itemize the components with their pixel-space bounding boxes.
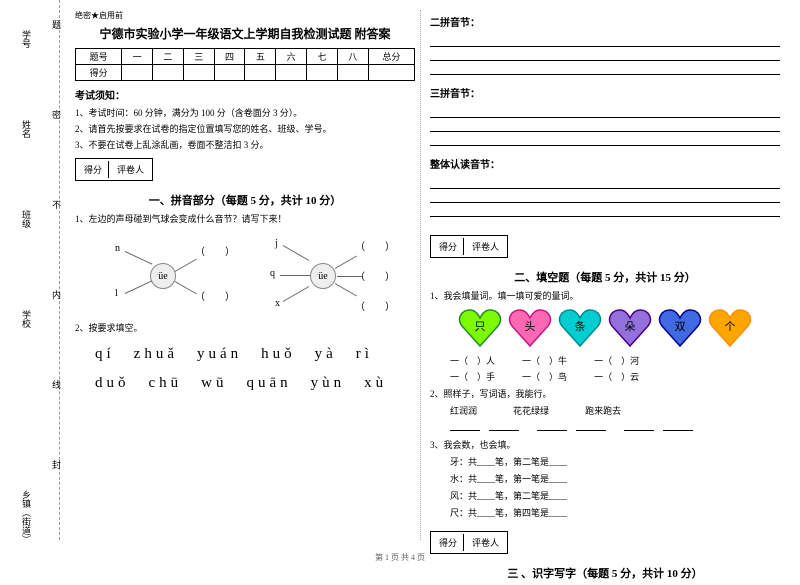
- stroke-item[interactable]: 尺：共____笔，第四笔是____: [450, 506, 780, 519]
- stroke-item[interactable]: 风：共____笔，第二笔是____: [450, 489, 780, 502]
- seal-mark: 不: [50, 200, 63, 209]
- left-column: 绝密★启用前 宁德市实验小学一年级语文上学期自我检测试题 附答案 题号 一 二 …: [75, 10, 415, 396]
- node-label: j: [275, 238, 278, 249]
- seal-mark: 密: [50, 110, 63, 119]
- heart-icon: 只: [458, 308, 502, 348]
- node-label: q: [270, 268, 275, 279]
- binding-label: 乡镇（街道）: [20, 490, 33, 540]
- node-label: n: [115, 243, 120, 254]
- blank-paren[interactable]: （ ）: [195, 288, 235, 303]
- heart-icon: 个: [708, 308, 752, 348]
- node-label: l: [115, 288, 118, 299]
- heart-icon: 头: [508, 308, 552, 348]
- exam-rule: 3、不要在试卷上乱涂乱画，卷面不整洁扣 3 分。: [75, 138, 415, 151]
- answer-lines[interactable]: [430, 33, 780, 75]
- notice-title: 考试须知：: [75, 87, 415, 102]
- pinyin-diagram: üe n l （ ） （ ） üe j q x （ ） （ ） （ ）: [75, 233, 415, 313]
- page-footer: 第 1 页 共 4 页: [0, 552, 800, 563]
- stroke-item[interactable]: 水：共____笔，第一笔是____: [450, 472, 780, 485]
- seal-mark: 线: [50, 380, 63, 389]
- fill-blanks[interactable]: [450, 421, 780, 434]
- grade-box: 得分 评卷人: [430, 235, 508, 258]
- question-text: 3、我会数，也会填。: [430, 438, 780, 451]
- section-3-title: 三 、识字写字（每题 5 分，共计 10 分）: [430, 565, 780, 581]
- heart-icon: 条: [558, 308, 602, 348]
- heart-icon: 朵: [608, 308, 652, 348]
- blank-paren[interactable]: （ ）: [195, 243, 235, 258]
- grade-box: 得分 评卷人: [430, 531, 508, 554]
- blank-paren[interactable]: （ ）: [355, 298, 395, 313]
- node-label: x: [275, 298, 280, 309]
- word-examples: 红润润 花花绿绿 跑来跑去: [450, 404, 780, 417]
- section-1-title: 一、拼音部分（每题 5 分，共计 10 分）: [75, 192, 415, 208]
- question-text: 1、左边的声母碰到气球会变成什么音节？请写下来！: [75, 212, 415, 225]
- question-text: 2、照样子，写词语，我能行。: [430, 387, 780, 400]
- question-text: 1、我会填量词。填一填可爱的量词。: [430, 289, 780, 302]
- binding-label: 姓名: [20, 120, 33, 138]
- fill-row[interactable]: 一（ ）人 一（ ）牛 一（ ）河: [450, 354, 780, 367]
- answer-lines[interactable]: [430, 104, 780, 146]
- sub-heading: 二拼音节：: [430, 14, 780, 29]
- seal-mark: 内: [50, 290, 63, 299]
- pinyin-row: duǒ chū wū quān yùn xù: [95, 371, 415, 392]
- table-row: 题号 一 二 三 四 五 六 七 八 总分: [76, 49, 415, 65]
- binding-label: 学校: [20, 310, 33, 328]
- seal-mark: 封: [50, 460, 63, 469]
- stroke-item[interactable]: 牙：共____笔，第二笔是____: [450, 455, 780, 468]
- binding-label: 学号: [20, 30, 33, 48]
- score-table: 题号 一 二 三 四 五 六 七 八 总分 得分: [75, 48, 415, 81]
- blank-paren[interactable]: （ ）: [355, 238, 395, 253]
- question-text: 2、按要求填空。: [75, 321, 415, 334]
- table-row: 得分: [76, 65, 415, 81]
- heart-icon: 双: [658, 308, 702, 348]
- column-divider: [420, 10, 421, 540]
- sub-heading: 整体认读音节：: [430, 156, 780, 171]
- seal-mark: 题: [50, 20, 63, 29]
- exam-rule: 1、考试时间：60 分钟，满分为 100 分（含卷面分 3 分）。: [75, 106, 415, 119]
- exam-rule: 2、请首先按要求在试卷的指定位置填写您的姓名、班级、学号。: [75, 122, 415, 135]
- fill-row[interactable]: 一（ ）手 一（ ）鸟 一（ ）云: [450, 370, 780, 383]
- section-2-title: 二、填空题（每题 5 分，共计 15 分）: [430, 269, 780, 285]
- exam-title: 宁德市实验小学一年级语文上学期自我检测试题 附答案: [75, 25, 415, 42]
- confidential-note: 绝密★启用前: [75, 10, 415, 21]
- node-center: üe: [150, 263, 176, 289]
- grade-box: 得分 评卷人: [75, 158, 153, 181]
- answer-lines[interactable]: [430, 175, 780, 217]
- binding-margin: 学号 姓名 班级 学校 乡镇（街道） 题 密 不 内 线 封: [0, 0, 60, 540]
- right-column: 二拼音节： 三拼音节： 整体认读音节： 得分 评卷人 二、填空题（每题 5 分，…: [430, 10, 780, 585]
- pinyin-row: qí zhuǎ yuán huǒ yà rì: [95, 342, 415, 363]
- node-center: üe: [310, 263, 336, 289]
- heart-row: 只头条朵双个: [430, 308, 780, 348]
- binding-label: 班级: [20, 210, 33, 228]
- sub-heading: 三拼音节：: [430, 85, 780, 100]
